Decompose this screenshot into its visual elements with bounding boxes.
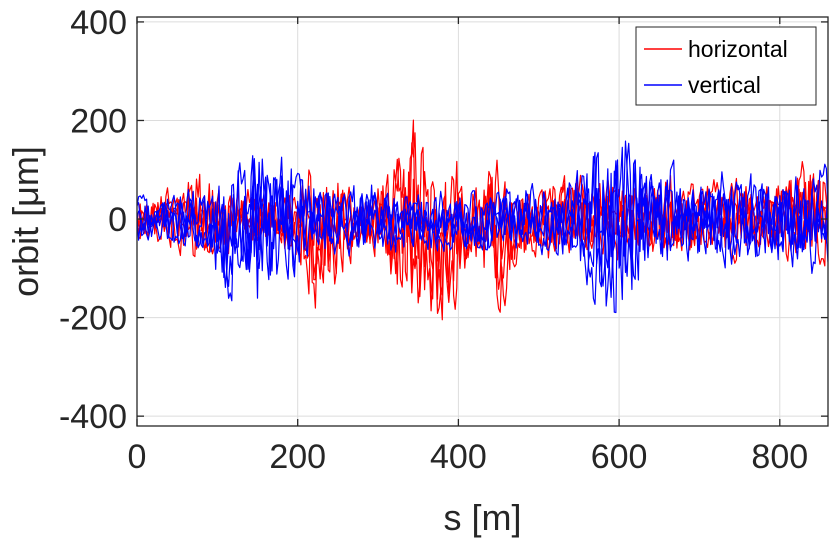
y-tick-label: 400 [70, 4, 127, 42]
y-tick-label: -400 [59, 398, 127, 436]
x-tick-label: 0 [128, 438, 147, 476]
x-axis-label: s [m] [444, 497, 522, 538]
y-tick-label: 200 [70, 102, 127, 140]
x-tick-label: 600 [591, 438, 648, 476]
x-tick-label: 800 [751, 438, 808, 476]
x-tick-label: 400 [430, 438, 487, 476]
legend-box [635, 26, 817, 106]
y-tick-label: 0 [108, 201, 127, 239]
legend-label-horizontal: horizontal [688, 36, 788, 62]
axes-box [136, 16, 829, 427]
y-axis-label: orbit [μm] [5, 146, 46, 297]
y-tick-label: -200 [59, 300, 127, 338]
x-tick-label: 200 [269, 438, 326, 476]
series-line-vertical-2 [137, 142, 828, 302]
legend-label-vertical: vertical [688, 72, 761, 98]
plot-area: 0 200 400 600 800 400 200 0 -200 -400 s [m] orbit [… [5, 4, 829, 538]
series-line-vertical-3 [137, 140, 828, 301]
